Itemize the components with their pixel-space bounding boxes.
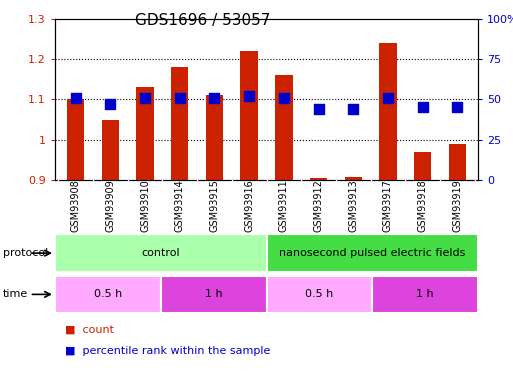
Bar (55, 276, 161, 313)
Text: GSM93917: GSM93917 (383, 179, 393, 232)
Text: 1 h: 1 h (205, 290, 223, 299)
Bar (55, 234, 267, 272)
Text: GSM93912: GSM93912 (313, 179, 324, 232)
Bar (241, 51, 258, 180)
Bar (414, 152, 431, 180)
Text: GDS1696 / 53057: GDS1696 / 53057 (135, 13, 271, 28)
Point (141, 95, 149, 101)
Bar (275, 75, 292, 180)
Text: ■  percentile rank within the sample: ■ percentile rank within the sample (65, 346, 270, 355)
Text: GSM93908: GSM93908 (71, 179, 81, 232)
Text: 0.5 h: 0.5 h (305, 290, 333, 299)
Point (453, 104, 461, 110)
Text: nanosecond pulsed electric fields: nanosecond pulsed electric fields (279, 248, 465, 258)
Text: time: time (3, 290, 28, 299)
Bar (267, 276, 372, 313)
Bar (171, 67, 188, 180)
Text: protocol: protocol (3, 248, 48, 258)
Text: GSM93911: GSM93911 (279, 179, 289, 232)
Point (175, 95, 184, 101)
Text: GSM93915: GSM93915 (209, 179, 220, 232)
Text: control: control (142, 248, 180, 258)
Bar (206, 95, 223, 180)
Text: GSM93909: GSM93909 (105, 179, 115, 232)
Text: 0.5 h: 0.5 h (94, 290, 122, 299)
Text: GSM93913: GSM93913 (348, 179, 358, 232)
Text: GSM93914: GSM93914 (175, 179, 185, 232)
Text: GSM93918: GSM93918 (418, 179, 428, 232)
Bar (345, 177, 362, 180)
Bar (310, 178, 327, 180)
Point (106, 101, 114, 107)
Bar (372, 276, 478, 313)
Bar (67, 99, 84, 180)
Bar (449, 144, 466, 180)
Bar (161, 276, 267, 313)
Point (349, 106, 358, 112)
Point (72, 95, 80, 101)
Point (210, 95, 219, 101)
Point (245, 93, 253, 99)
Point (280, 95, 288, 101)
Bar (102, 120, 119, 180)
Bar (136, 87, 154, 180)
Bar (267, 234, 478, 272)
Point (384, 95, 392, 101)
Text: 1 h: 1 h (417, 290, 434, 299)
Text: GSM93919: GSM93919 (452, 179, 462, 232)
Point (314, 106, 323, 112)
Text: GSM93916: GSM93916 (244, 179, 254, 232)
Point (419, 104, 427, 110)
Text: GSM93910: GSM93910 (140, 179, 150, 232)
Bar (379, 43, 397, 180)
Text: ■  count: ■ count (65, 325, 114, 335)
